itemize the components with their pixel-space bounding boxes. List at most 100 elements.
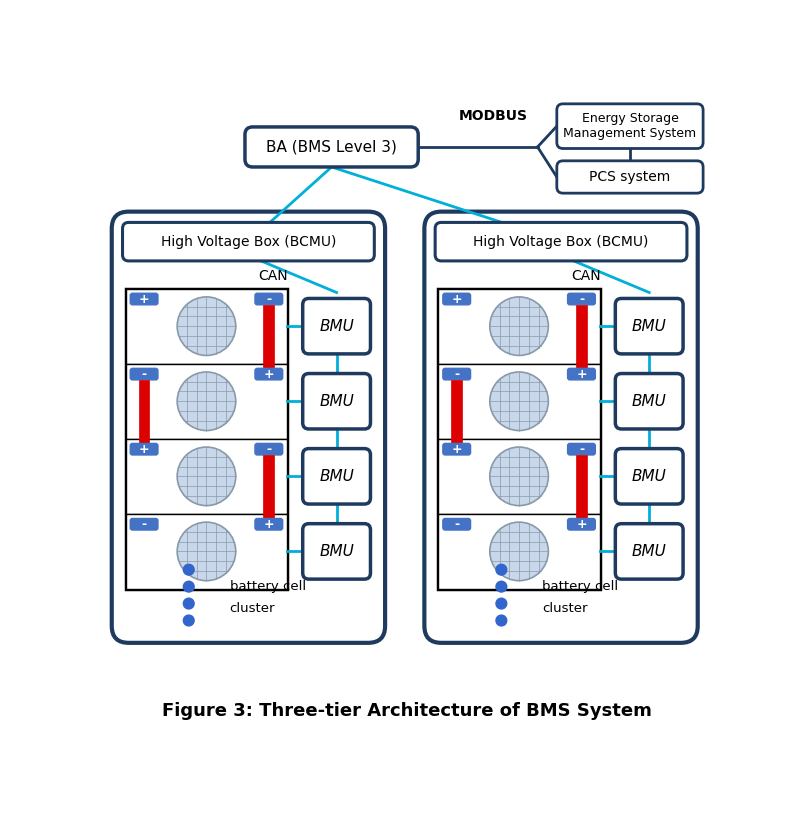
- Bar: [263, 455, 274, 519]
- Text: Figure 3: Three-tier Architecture of BMS System: Figure 3: Three-tier Architecture of BMS…: [161, 702, 650, 720]
- FancyBboxPatch shape: [567, 368, 594, 380]
- Bar: [438, 289, 599, 364]
- Text: -: -: [141, 518, 146, 531]
- Bar: [575, 304, 586, 368]
- FancyBboxPatch shape: [434, 222, 686, 261]
- FancyBboxPatch shape: [567, 444, 594, 455]
- Bar: [125, 514, 287, 589]
- FancyBboxPatch shape: [130, 444, 157, 455]
- Text: +: +: [263, 518, 274, 531]
- Circle shape: [495, 564, 506, 575]
- FancyBboxPatch shape: [442, 519, 470, 530]
- Bar: [438, 439, 599, 514]
- FancyBboxPatch shape: [303, 299, 370, 354]
- Circle shape: [177, 522, 235, 580]
- FancyBboxPatch shape: [424, 212, 697, 643]
- FancyBboxPatch shape: [255, 293, 283, 304]
- Circle shape: [489, 372, 548, 431]
- Text: -: -: [141, 368, 146, 381]
- Text: BMU: BMU: [631, 544, 666, 559]
- Text: BA (BMS Level 3): BA (BMS Level 3): [266, 139, 397, 155]
- FancyBboxPatch shape: [614, 299, 683, 354]
- Text: +: +: [139, 443, 149, 456]
- Text: -: -: [266, 443, 271, 456]
- FancyBboxPatch shape: [112, 212, 385, 643]
- Text: High Voltage Box (BCMU): High Voltage Box (BCMU): [161, 234, 336, 248]
- Text: +: +: [450, 292, 462, 305]
- FancyBboxPatch shape: [303, 523, 370, 579]
- Text: BMU: BMU: [319, 394, 353, 409]
- Text: -: -: [578, 292, 583, 305]
- Bar: [575, 455, 586, 519]
- Text: -: -: [454, 368, 459, 381]
- Circle shape: [183, 564, 194, 575]
- Bar: [438, 289, 599, 589]
- Text: High Voltage Box (BCMU): High Voltage Box (BCMU): [473, 234, 648, 248]
- Text: -: -: [578, 443, 583, 456]
- Bar: [125, 439, 287, 514]
- Circle shape: [183, 581, 194, 592]
- Text: -: -: [266, 292, 271, 305]
- FancyBboxPatch shape: [567, 293, 594, 304]
- Text: PCS system: PCS system: [589, 170, 670, 184]
- Text: battery cell: battery cell: [230, 580, 305, 593]
- FancyBboxPatch shape: [255, 444, 283, 455]
- Bar: [263, 304, 274, 368]
- Bar: [139, 380, 149, 444]
- FancyBboxPatch shape: [556, 161, 703, 193]
- FancyBboxPatch shape: [556, 104, 703, 148]
- FancyBboxPatch shape: [567, 519, 594, 530]
- Bar: [125, 364, 287, 439]
- Text: BMU: BMU: [631, 469, 666, 484]
- Circle shape: [489, 297, 548, 356]
- Circle shape: [489, 447, 548, 505]
- FancyBboxPatch shape: [442, 293, 470, 304]
- Text: +: +: [576, 368, 586, 381]
- FancyBboxPatch shape: [130, 519, 157, 530]
- FancyBboxPatch shape: [130, 293, 157, 304]
- FancyBboxPatch shape: [122, 222, 374, 261]
- Text: BMU: BMU: [319, 318, 353, 334]
- Text: BMU: BMU: [319, 544, 353, 559]
- Bar: [438, 364, 599, 439]
- Circle shape: [177, 297, 235, 356]
- Text: BMU: BMU: [631, 318, 666, 334]
- FancyBboxPatch shape: [614, 374, 683, 429]
- FancyBboxPatch shape: [245, 127, 418, 167]
- Text: battery cell: battery cell: [541, 580, 618, 593]
- FancyBboxPatch shape: [255, 519, 283, 530]
- Text: +: +: [139, 292, 149, 305]
- Text: Energy Storage
Management System: Energy Storage Management System: [563, 112, 695, 140]
- Circle shape: [183, 615, 194, 626]
- FancyBboxPatch shape: [442, 444, 470, 455]
- FancyBboxPatch shape: [303, 449, 370, 504]
- Circle shape: [495, 615, 506, 626]
- Text: BMU: BMU: [631, 394, 666, 409]
- Text: +: +: [576, 518, 586, 531]
- Text: BMU: BMU: [319, 469, 353, 484]
- Text: MODBUS: MODBUS: [459, 109, 528, 123]
- Circle shape: [183, 598, 194, 609]
- Text: CAN: CAN: [259, 269, 288, 283]
- Bar: [450, 380, 462, 444]
- Text: CAN: CAN: [571, 269, 600, 283]
- Circle shape: [177, 447, 235, 505]
- Bar: [125, 289, 287, 589]
- Bar: [438, 514, 599, 589]
- FancyBboxPatch shape: [130, 368, 157, 380]
- FancyBboxPatch shape: [614, 523, 683, 579]
- Circle shape: [495, 598, 506, 609]
- Text: +: +: [450, 443, 462, 456]
- Circle shape: [177, 372, 235, 431]
- FancyBboxPatch shape: [442, 368, 470, 380]
- Bar: [125, 289, 287, 364]
- Circle shape: [495, 581, 506, 592]
- FancyBboxPatch shape: [303, 374, 370, 429]
- Circle shape: [489, 522, 548, 580]
- Text: +: +: [263, 368, 274, 381]
- Text: -: -: [454, 518, 459, 531]
- Text: cluster: cluster: [541, 602, 587, 615]
- FancyBboxPatch shape: [255, 368, 283, 380]
- Text: cluster: cluster: [230, 602, 275, 615]
- FancyBboxPatch shape: [614, 449, 683, 504]
